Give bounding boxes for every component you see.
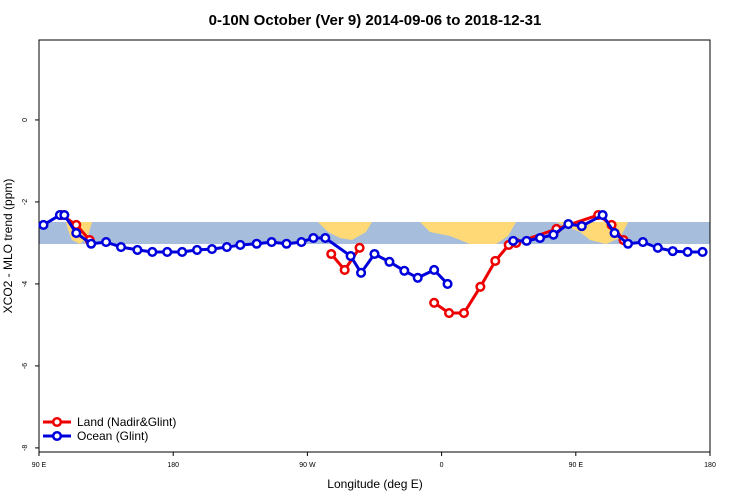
data-point <box>412 272 423 283</box>
x-axis-label: Longitude (deg E) <box>327 477 422 491</box>
y-tick-label: -2 <box>22 199 29 205</box>
data-point <box>86 238 97 249</box>
data-point <box>162 246 173 257</box>
data-point <box>71 228 82 239</box>
data-point <box>597 209 608 221</box>
y-tick-label: 0 <box>22 118 29 122</box>
data-point <box>354 242 365 253</box>
legend-marker <box>51 430 63 442</box>
data-point <box>548 229 559 240</box>
data-point <box>442 278 453 289</box>
data-point <box>356 267 367 278</box>
data-point <box>235 239 246 251</box>
data-point <box>458 307 470 319</box>
data-point <box>609 228 620 239</box>
data-point <box>339 264 350 276</box>
data-point <box>576 221 587 232</box>
data-point <box>266 237 277 248</box>
data-point <box>326 248 337 260</box>
x-tick-label: 0 <box>440 462 444 469</box>
data-point <box>369 248 380 260</box>
data-point <box>206 244 218 255</box>
data-point <box>251 238 262 249</box>
data-point <box>281 238 292 249</box>
data-point <box>534 232 546 244</box>
y-tick-label: -8 <box>22 445 29 451</box>
data-point <box>622 238 634 249</box>
data-point <box>192 244 203 255</box>
data-point <box>59 209 70 221</box>
data-point <box>667 246 678 257</box>
data-point <box>384 256 395 267</box>
data-point <box>429 297 440 308</box>
data-point <box>508 235 519 246</box>
y-tick-label: -4 <box>22 281 29 287</box>
data-point <box>132 244 143 255</box>
data-point <box>444 307 455 319</box>
data-point <box>429 264 440 276</box>
data-point <box>177 246 188 257</box>
legend-label: Ocean (Glint) <box>77 429 148 443</box>
data-point <box>101 237 112 248</box>
data-point <box>320 232 331 244</box>
x-tick-label: 90 W <box>299 462 316 469</box>
data-point <box>221 241 232 253</box>
data-point <box>682 246 693 257</box>
data-point <box>521 235 532 246</box>
data-point <box>652 242 663 253</box>
data-point <box>345 250 356 262</box>
x-tick-label: 90 E <box>32 462 47 469</box>
data-point <box>296 237 307 248</box>
data-point <box>637 237 648 248</box>
legend-label: Land (Nadir&Glint) <box>77 415 176 429</box>
x-tick-label: 180 <box>704 462 716 469</box>
data-point <box>308 232 319 244</box>
data-point <box>38 219 49 230</box>
y-axis-label: XCO2 - MLO trend (ppm) <box>1 179 15 314</box>
data-point <box>490 255 501 267</box>
data-point <box>697 246 708 257</box>
data-point <box>475 281 486 292</box>
x-tick-label: 180 <box>167 462 179 469</box>
legend-marker <box>51 416 63 428</box>
data-point <box>147 246 158 257</box>
y-tick-label: -6 <box>22 363 29 369</box>
data-point <box>115 241 127 253</box>
chart-title: 0-10N October (Ver 9) 2014-09-06 to 2018… <box>209 12 542 29</box>
x-tick-label: 90 E <box>569 462 584 469</box>
plot-frame <box>38 39 711 453</box>
data-point <box>399 265 410 276</box>
data-point <box>563 219 574 230</box>
